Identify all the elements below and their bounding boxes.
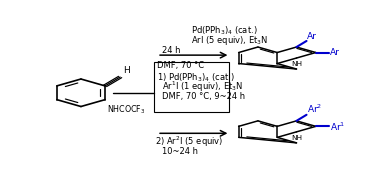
Text: Ar$^2$: Ar$^2$ xyxy=(307,102,322,114)
Text: DMF, 70 °C: DMF, 70 °C xyxy=(157,61,204,70)
Text: 24 h: 24 h xyxy=(161,46,180,55)
Text: ArI (5 equiv), Et$_3$N: ArI (5 equiv), Et$_3$N xyxy=(191,34,268,47)
Text: NHCOCF$_3$: NHCOCF$_3$ xyxy=(107,103,145,116)
Text: 1) Pd(PPh$_3$)$_4$ (cat.): 1) Pd(PPh$_3$)$_4$ (cat.) xyxy=(157,72,235,84)
Text: DMF, 70 °C, 9~24 h: DMF, 70 °C, 9~24 h xyxy=(163,92,245,101)
Text: Ar$^1$: Ar$^1$ xyxy=(330,120,345,133)
Bar xyxy=(154,62,229,112)
Text: 2) Ar$^2$I (5 equiv): 2) Ar$^2$I (5 equiv) xyxy=(155,135,223,149)
Text: NH: NH xyxy=(291,135,302,141)
Text: NH: NH xyxy=(291,61,302,67)
Text: Pd(PPh$_3$)$_4$ (cat.): Pd(PPh$_3$)$_4$ (cat.) xyxy=(191,24,257,37)
Text: Ar$^1$I (1 equiv), Et$_3$N: Ar$^1$I (1 equiv), Et$_3$N xyxy=(163,80,244,94)
Text: 10~24 h: 10~24 h xyxy=(163,147,198,156)
Text: Ar: Ar xyxy=(330,48,339,57)
Text: Ar: Ar xyxy=(307,32,317,41)
Text: H: H xyxy=(123,66,130,75)
